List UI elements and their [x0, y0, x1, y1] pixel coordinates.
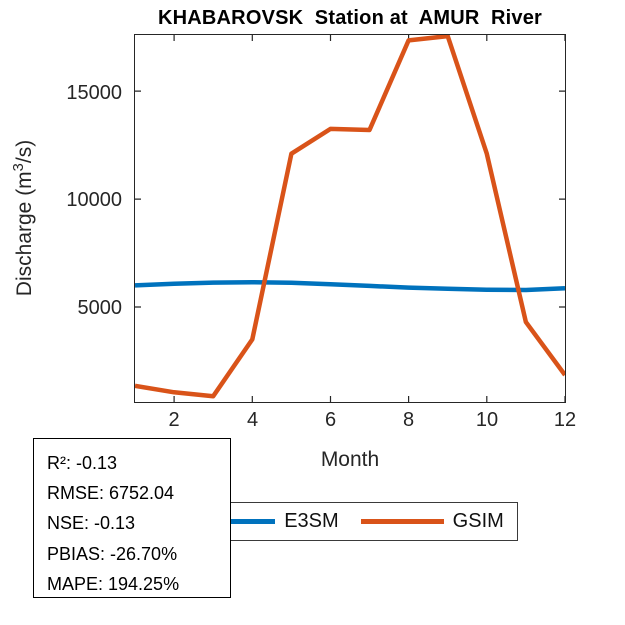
y-tick-label-10000: 10000: [66, 189, 122, 211]
y-axis-label: Discharge (m3/s): [11, 140, 37, 296]
x-tick-label-2: 2: [168, 409, 180, 431]
axis-ticks: [135, 35, 565, 402]
legend-line-e3sm: [192, 519, 276, 524]
stats-box: R²: -0.13 RMSE: 6752.04 NSE: -0.13 PBIAS…: [33, 438, 231, 598]
legend-label-gsim: GSIM: [452, 510, 504, 532]
stat-nse: NSE: -0.13: [47, 513, 136, 534]
x-tick-label-4: 4: [246, 409, 259, 431]
plot-svg: [135, 35, 565, 402]
stat-mape: MAPE: 194.25%: [47, 573, 180, 594]
x-tick-label-12: 12: [553, 409, 577, 431]
y-axis-label-prefix: Discharge (m: [13, 171, 36, 297]
y-axis-label-suffix: /s): [13, 139, 36, 164]
stat-pbias: PBIAS: -26.70%: [47, 543, 178, 564]
y-tick-label-5000: 5000: [77, 297, 123, 319]
x-tick-label-8: 8: [402, 409, 415, 431]
chart-title: KHABAROVSK Station at AMUR River: [157, 7, 543, 29]
legend: E3SM GSIM: [178, 502, 518, 541]
y-tick-label-15000: 15000: [66, 82, 122, 104]
series-line-gsim: [135, 35, 565, 399]
stat-r2: R²: -0.13: [47, 453, 118, 473]
y-axis-label-sup: 3: [11, 163, 27, 172]
stat-rmse: RMSE: 6752.04: [47, 483, 175, 504]
legend-line-gsim: [360, 519, 444, 524]
series-line-e3sm: [135, 279, 565, 293]
x-tick-label-6: 6: [324, 409, 337, 431]
x-axis-label: Month: [320, 448, 380, 471]
legend-label-e3sm: E3SM: [284, 510, 339, 532]
x-tick-label-10: 10: [475, 409, 499, 431]
plot-area: [134, 34, 566, 403]
